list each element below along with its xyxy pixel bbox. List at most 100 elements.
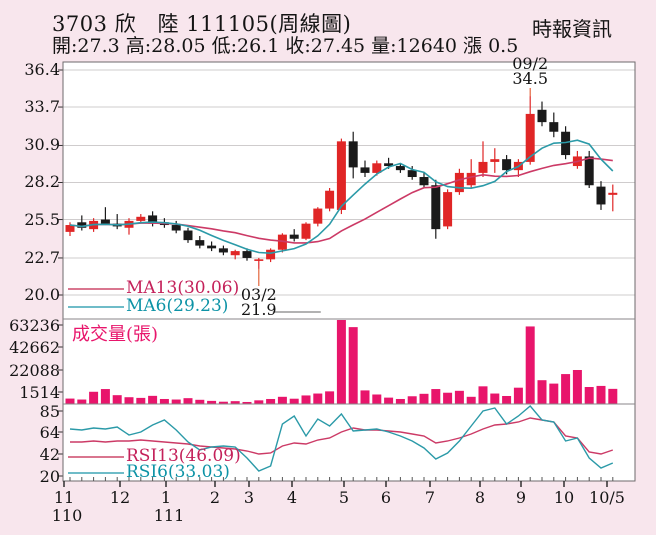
volume-bar — [549, 383, 559, 404]
candle-body — [348, 141, 358, 168]
candle-body — [360, 167, 370, 173]
candle-body — [596, 186, 606, 205]
volume-bar — [325, 391, 335, 404]
ma13-legend-line — [68, 288, 124, 290]
month-label: 12 — [109, 488, 131, 507]
candle-body — [372, 163, 382, 173]
month-label: 9 — [515, 488, 527, 507]
candle-body — [584, 156, 594, 186]
month-label: 8 — [474, 488, 486, 507]
volume-bar — [77, 399, 87, 404]
volume-bar — [195, 399, 205, 404]
candle-body — [336, 141, 346, 210]
low-annotation-value: 21.9 — [240, 300, 277, 319]
high-annotation: 09/2 34.5 — [504, 54, 556, 88]
candle-body — [242, 251, 252, 258]
volume-bar — [136, 397, 146, 404]
volume-bar — [207, 400, 217, 404]
volume-bar — [395, 398, 405, 404]
candle-body — [230, 251, 240, 256]
volume-bar — [218, 401, 228, 404]
volume-bar — [348, 327, 358, 404]
candle-body — [195, 240, 205, 246]
volume-bar — [490, 393, 500, 404]
month-label: 10/5 — [589, 488, 625, 507]
candle-body — [301, 223, 311, 239]
candle-body — [443, 192, 453, 227]
volume-bar — [525, 326, 535, 404]
low-annotation: 03/2 21.9 — [233, 287, 285, 319]
volume-bar — [561, 374, 571, 404]
volume-bar — [289, 398, 299, 404]
year-label: 111 — [153, 506, 185, 525]
week-ticks — [69, 477, 614, 481]
quote-line: 開:27.3 高:28.05 低:26.1 收:27.45 量:12640 漲 … — [52, 35, 519, 57]
volume-bar — [502, 395, 512, 404]
high-annotation-value: 34.5 — [512, 69, 548, 88]
volume-bar — [419, 393, 429, 404]
volume-bar — [277, 396, 287, 404]
candle-body — [608, 192, 618, 195]
candle-body — [490, 159, 500, 162]
candle-body — [254, 259, 264, 261]
volume-bar — [171, 399, 181, 404]
volume-bar — [266, 398, 276, 404]
candle-body — [454, 172, 464, 193]
volume-bar — [513, 387, 523, 404]
volume-bar — [159, 398, 169, 404]
price-ytick-label: 22.7 — [24, 247, 60, 267]
volume-bar — [183, 398, 193, 404]
month-label: 1 — [160, 488, 172, 507]
candle-body — [478, 161, 488, 173]
volume-ytick-label: 42662 — [9, 338, 60, 357]
candle-body — [289, 234, 299, 239]
rsi6-line — [69, 405, 614, 472]
volume-bar — [443, 392, 453, 404]
price-ytick-label: 30.9 — [24, 135, 60, 155]
volume-bar — [596, 385, 606, 404]
candle-body — [77, 222, 87, 228]
page-title: 3703 欣 陸 111105(周線圖) — [52, 12, 352, 36]
volume-ytick-label: 1514 — [19, 383, 60, 402]
price-ytick-label: 25.5 — [24, 209, 60, 229]
volume-bar — [478, 386, 488, 404]
volume-ytick-label: 22088 — [9, 361, 60, 380]
volume-bar — [431, 389, 441, 404]
volume-bar — [466, 396, 476, 404]
high-annotation-date: 09/2 — [512, 54, 549, 73]
candle-body — [525, 113, 535, 162]
volume-bar — [65, 398, 75, 404]
month-label: 5 — [338, 488, 350, 507]
candlesticks — [65, 96, 618, 269]
volume-bar — [89, 391, 99, 404]
volume-ytick-label: 63236 — [9, 316, 60, 335]
plot-border — [62, 61, 636, 482]
month-label: 6 — [380, 488, 392, 507]
candle-body — [384, 163, 394, 167]
rsi-ytick-label: 85 — [39, 402, 60, 421]
candle-body — [183, 230, 193, 241]
volume-bar — [454, 390, 464, 404]
source-label: 時報資訊 — [532, 17, 612, 41]
candle-body — [136, 216, 146, 221]
candle-body — [466, 172, 476, 186]
rsi13-legend-label: RSI13(46.09) — [126, 446, 241, 466]
rsi-ytick-label: 64 — [39, 423, 60, 442]
candle-body — [207, 245, 217, 249]
candle-body — [313, 208, 323, 224]
month-label: 10 — [553, 488, 575, 507]
ma13-legend-label: MA13(30.06) — [126, 278, 240, 298]
candle-body — [407, 170, 417, 178]
price-ytick-label: 36.4 — [24, 60, 60, 79]
ma6-legend-label: MA6(29.23) — [126, 296, 229, 316]
rsi13-line — [70, 417, 614, 455]
rsi6-legend-label: RSI6(33.03) — [126, 462, 230, 482]
month-label: 11 — [53, 488, 75, 507]
volume-bar — [360, 390, 370, 404]
candle-body — [537, 109, 547, 123]
candle-body — [171, 225, 181, 231]
month-label: 4 — [286, 488, 298, 507]
volume-bar — [254, 400, 264, 404]
candle-body — [325, 190, 335, 209]
rsi-ytick-label: 42 — [39, 445, 60, 464]
